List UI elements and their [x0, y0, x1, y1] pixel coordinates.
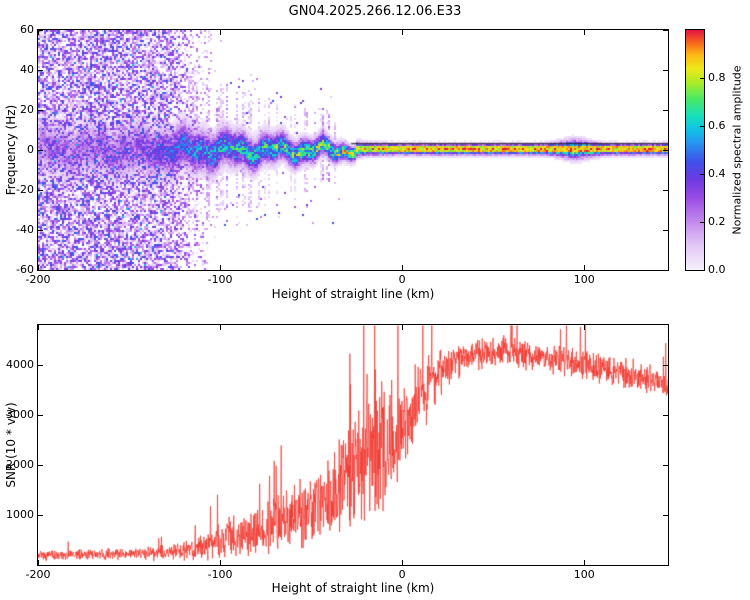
y-tick-label: 60 [20, 23, 34, 36]
snr-panel [37, 324, 669, 566]
colorbar-tick-label: 0.4 [708, 167, 726, 180]
x-tick-label: 100 [573, 568, 595, 581]
colorbar-label: Normalized spectral amplitude [730, 65, 744, 235]
y-tick-label: 40 [20, 63, 34, 76]
colorbar-tick-label: 0.6 [708, 119, 726, 132]
colorbar-tick-label: 0.2 [708, 215, 726, 228]
y-tick-label: -40 [16, 223, 34, 236]
x-tick-label: -100 [207, 568, 233, 581]
x-tick-label: -100 [207, 273, 233, 286]
snr-x-axis-label: Height of straight line (km) [271, 581, 435, 595]
colorbar-tick-label: 0.8 [708, 71, 726, 84]
spectrogram-x-axis-label: Height of straight line (km) [271, 287, 435, 301]
spectrogram-y-axis-label: Frequency (Hz) [4, 104, 18, 196]
y-tick-label: 4000 [6, 358, 34, 371]
colorbar [685, 29, 705, 271]
x-tick-label: -200 [25, 273, 51, 286]
colorbar-tick-label: 0.0 [708, 263, 726, 276]
x-tick-label: 100 [573, 273, 595, 286]
spectrogram-heatmap [38, 30, 668, 270]
x-tick-label: 0 [398, 568, 406, 581]
figure-title: GN04.2025.266.12.06.E33 [288, 4, 462, 19]
y-tick-label: -60 [16, 263, 34, 276]
y-tick-label: 1000 [6, 508, 34, 521]
spectrogram-panel [37, 29, 669, 271]
snr-y-axis-label: SNR (10 * v/v) [4, 402, 18, 488]
snr-line-chart [38, 325, 668, 565]
colorbar-gradient [686, 30, 704, 270]
x-tick-label: 0 [398, 273, 406, 286]
x-tick-label: -200 [25, 568, 51, 581]
